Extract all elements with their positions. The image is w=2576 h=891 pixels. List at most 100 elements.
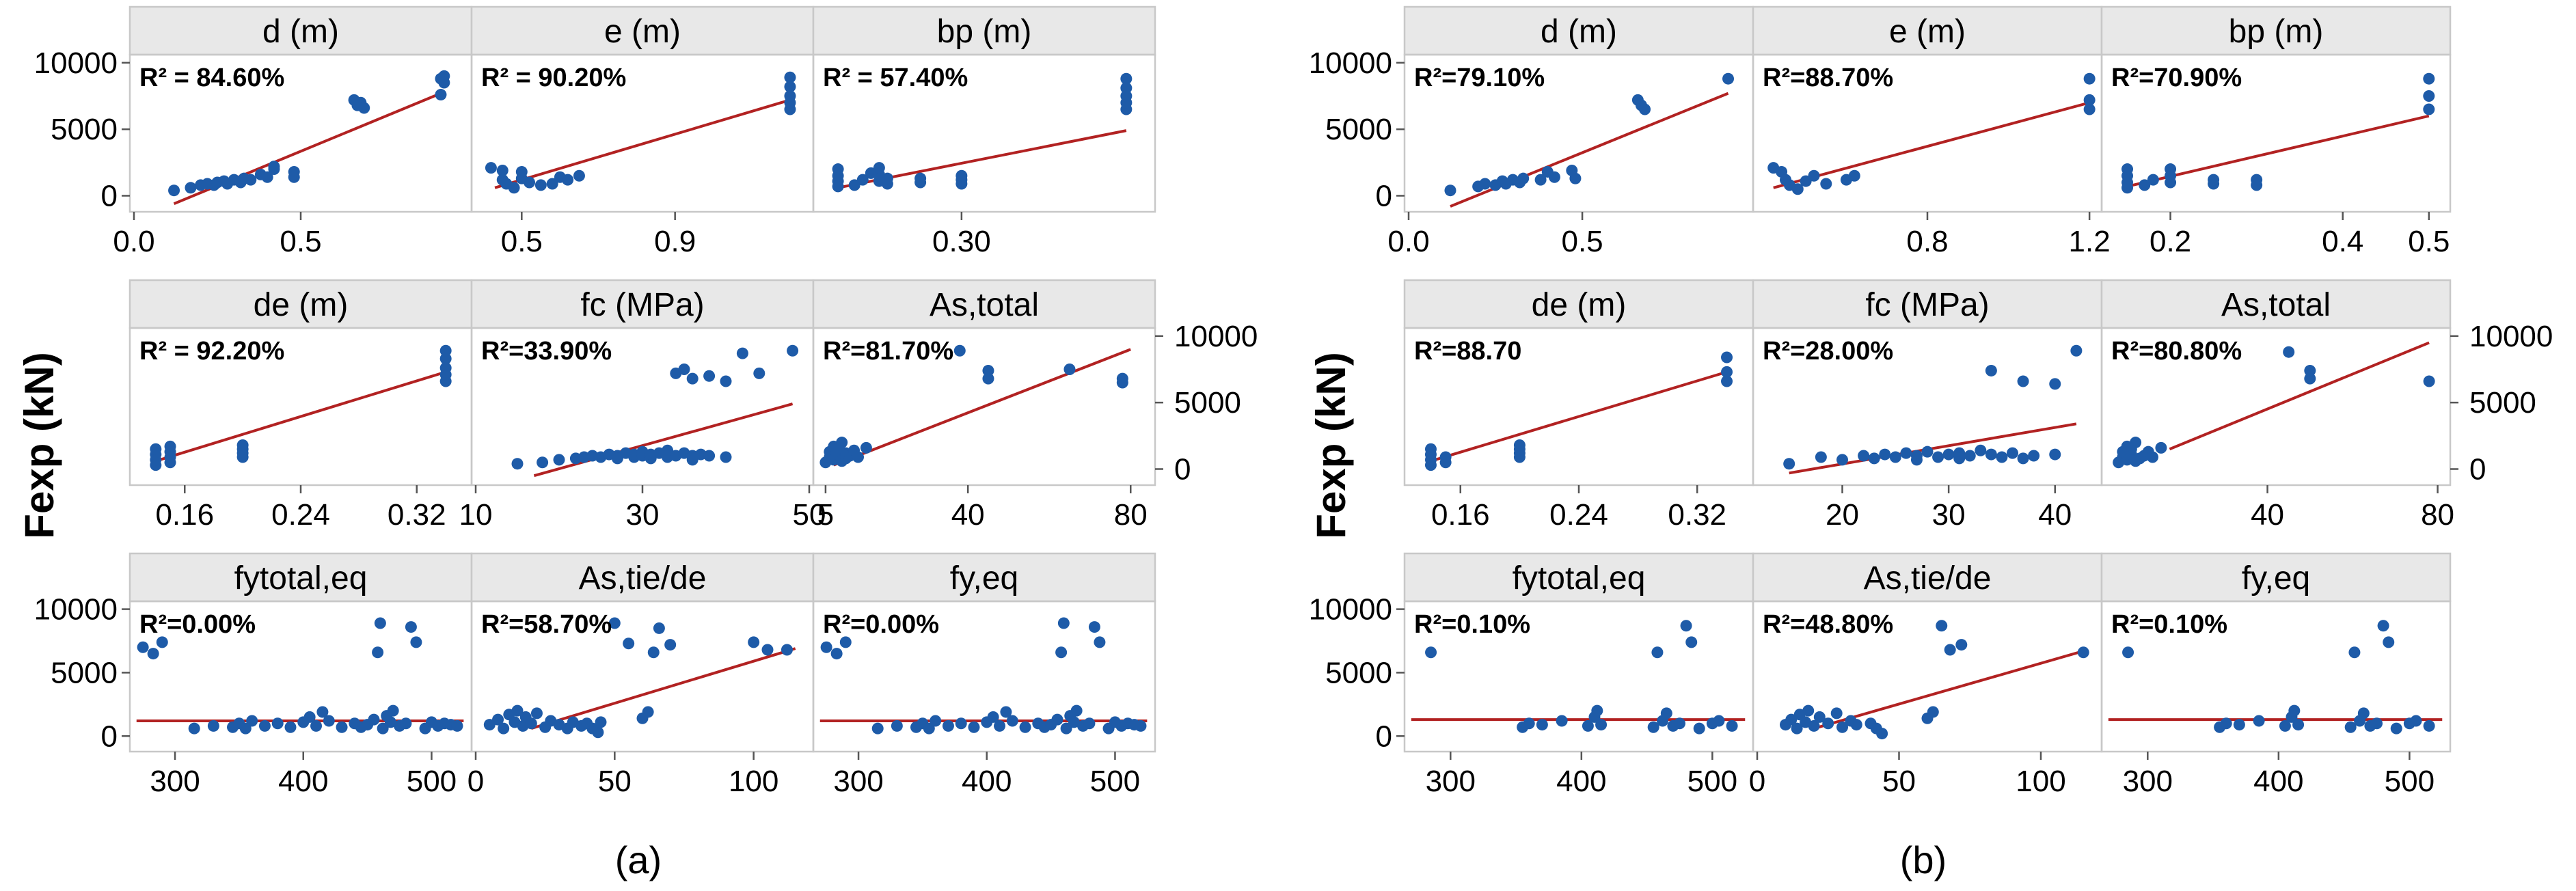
data-point	[856, 174, 869, 186]
x-tick-label: 500	[1687, 765, 1737, 798]
panel-label-a: (a)	[615, 838, 662, 881]
data-point	[748, 636, 760, 648]
plot-area-frame	[812, 327, 1156, 486]
y-tick-label: 5000	[1325, 656, 1392, 689]
data-point	[137, 641, 149, 653]
subplot-header	[1752, 552, 2103, 603]
data-point	[1783, 458, 1795, 470]
subplot-title: e (m)	[1889, 14, 1966, 50]
data-point	[1836, 721, 1848, 733]
data-point	[2121, 163, 2134, 176]
data-point	[2130, 437, 2142, 449]
x-tick-label: 500	[2385, 765, 2435, 798]
subplot-b-6: As,total 40 80 0 5000 10000 R²=80.80%	[2100, 279, 2553, 532]
subplot-title: d (m)	[1541, 14, 1617, 50]
data-point	[1721, 366, 1733, 378]
plot-area-frame	[2100, 600, 2452, 753]
data-point	[1006, 715, 1018, 727]
data-point	[1088, 621, 1100, 633]
data-point	[1791, 183, 1804, 195]
r-squared-label: R²=79.10%	[1414, 64, 1545, 92]
data-point	[1660, 707, 1672, 719]
data-point	[2423, 72, 2435, 85]
fit-line	[1789, 422, 2077, 475]
y-tick-label: 0	[2469, 452, 2486, 486]
subplot-title: fy,eq	[950, 560, 1019, 597]
data-point	[1051, 713, 1063, 726]
subplot-header	[812, 279, 1156, 329]
x-tick-label: 500	[407, 765, 457, 798]
data-point	[955, 169, 968, 182]
data-point	[336, 721, 348, 733]
data-point	[1425, 646, 1437, 659]
y-tick-label: 5000	[1325, 113, 1392, 146]
data-point	[1942, 448, 1955, 461]
data-point	[1868, 452, 1880, 465]
data-point	[1060, 722, 1072, 735]
r-squared-label: R²=48.80%	[1763, 610, 1893, 639]
data-point	[611, 452, 623, 465]
subplot-b-5: fc (MPa) 20 30 40 R²=28.00%	[1752, 279, 2103, 532]
y-axis-label-a: Fexp (kN)	[16, 352, 62, 538]
data-point	[1820, 178, 1832, 190]
x-tick-label: 0.16	[1431, 498, 1490, 532]
subplot-title: bp (m)	[2229, 14, 2324, 50]
data-point	[2083, 94, 2096, 106]
data-point	[830, 648, 843, 660]
data-point	[2288, 704, 2301, 717]
data-point	[1120, 72, 1133, 85]
x-tick-label: 20	[1826, 498, 1859, 532]
data-point	[368, 713, 380, 726]
data-point	[1548, 171, 1560, 183]
data-point	[150, 443, 162, 455]
data-point	[1944, 644, 1956, 656]
data-point	[2304, 372, 2316, 385]
data-point	[987, 711, 999, 723]
r-squared-label: R² = 90.20%	[481, 64, 626, 92]
data-point	[1975, 444, 1987, 456]
r-squared-label: R²=70.90%	[2111, 64, 2242, 92]
data-point	[2283, 346, 2295, 358]
data-point	[288, 171, 300, 183]
data-point	[662, 444, 674, 456]
data-point	[2423, 90, 2435, 102]
data-point	[1651, 646, 1664, 659]
x-tick-label: 50	[598, 765, 632, 798]
data-point	[1721, 375, 1733, 387]
subplot-title: e (m)	[604, 14, 681, 50]
data-point	[982, 372, 994, 385]
subplot-title: d (m)	[262, 14, 339, 50]
data-point	[1936, 620, 1948, 632]
data-point	[1534, 174, 1547, 186]
subplot-a-9: fy,eq 300 400 500 R²=0.00%	[812, 552, 1156, 798]
data-point	[1120, 90, 1133, 102]
fit-line	[530, 647, 796, 730]
r-squared-label: R²=80.80%	[2111, 337, 2242, 366]
data-point	[377, 722, 389, 735]
data-point	[553, 454, 565, 466]
data-point	[1889, 451, 1901, 463]
subplot-header	[128, 552, 473, 603]
data-point	[608, 617, 621, 629]
data-point	[1802, 704, 1815, 717]
data-point	[1921, 446, 1934, 458]
data-point	[310, 719, 323, 732]
data-point	[994, 719, 1006, 732]
data-point	[2070, 344, 2083, 357]
data-point	[1785, 713, 1798, 726]
r-squared-label: R² = 92.20%	[139, 337, 284, 366]
subplot-a-1: d (m) 0.0 0.5 0 5000 10000 R² = 84.60%	[34, 5, 473, 258]
plot-area-frame	[2100, 53, 2452, 213]
data-point	[968, 721, 980, 733]
x-tick-label: 0.5	[501, 225, 543, 258]
data-point	[524, 176, 536, 189]
data-point	[239, 722, 252, 735]
data-point	[1791, 722, 1803, 735]
r-squared-label: R²=0.00%	[823, 610, 939, 639]
data-point	[438, 77, 450, 89]
data-point	[387, 704, 399, 717]
fit-line	[533, 402, 794, 478]
data-point	[2390, 722, 2402, 735]
subplot-title: fc (MPa)	[1865, 287, 1989, 323]
x-tick-label: 100	[2016, 765, 2065, 798]
